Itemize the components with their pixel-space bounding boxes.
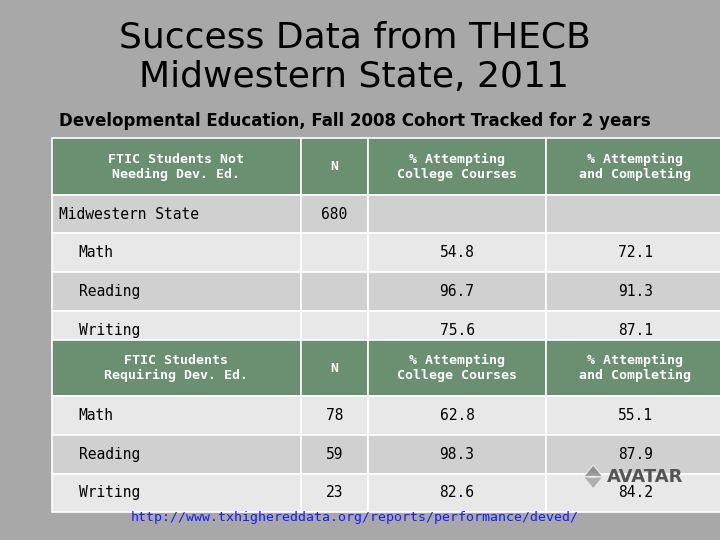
FancyBboxPatch shape [546,340,720,396]
Text: 91.3: 91.3 [618,284,653,299]
FancyBboxPatch shape [368,474,546,512]
FancyBboxPatch shape [546,272,720,311]
Text: Reading: Reading [78,447,140,462]
FancyBboxPatch shape [301,195,368,233]
FancyBboxPatch shape [546,138,720,195]
Text: 84.2: 84.2 [618,485,653,501]
Text: Math: Math [78,408,114,423]
Text: Midwestern State: Midwestern State [58,207,199,221]
FancyBboxPatch shape [52,435,301,474]
Text: Developmental Education, Fall 2008 Cohort Tracked for 2 years: Developmental Education, Fall 2008 Cohor… [58,112,650,130]
FancyBboxPatch shape [546,311,720,349]
FancyBboxPatch shape [368,396,546,435]
FancyBboxPatch shape [546,233,720,272]
FancyBboxPatch shape [546,396,720,435]
FancyBboxPatch shape [301,340,368,396]
Text: 55.1: 55.1 [618,408,653,423]
Text: % Attempting
and Completing: % Attempting and Completing [579,152,691,181]
FancyBboxPatch shape [301,272,368,311]
Polygon shape [584,477,603,489]
FancyBboxPatch shape [368,311,546,349]
Text: 54.8: 54.8 [439,245,474,260]
Text: 72.1: 72.1 [618,245,653,260]
FancyBboxPatch shape [368,138,546,195]
Text: 680: 680 [321,207,348,221]
FancyBboxPatch shape [301,474,368,512]
FancyBboxPatch shape [368,340,546,396]
Text: 23: 23 [325,485,343,501]
FancyBboxPatch shape [52,272,301,311]
Text: 87.9: 87.9 [618,447,653,462]
Text: FTIC Students Not
Needing Dev. Ed.: FTIC Students Not Needing Dev. Ed. [108,152,244,181]
Text: 82.6: 82.6 [439,485,474,501]
Text: % Attempting
College Courses: % Attempting College Courses [397,354,517,382]
Text: 75.6: 75.6 [439,323,474,338]
Text: 96.7: 96.7 [439,284,474,299]
Text: Reading: Reading [78,284,140,299]
Text: 98.3: 98.3 [439,447,474,462]
Text: N: N [330,362,338,375]
FancyBboxPatch shape [52,233,301,272]
FancyBboxPatch shape [52,396,301,435]
Polygon shape [584,465,603,477]
Text: Success Data from THECB
Midwestern State, 2011: Success Data from THECB Midwestern State… [119,20,590,93]
FancyBboxPatch shape [368,195,546,233]
FancyBboxPatch shape [52,138,301,195]
FancyBboxPatch shape [52,195,301,233]
Text: % Attempting
and Completing: % Attempting and Completing [579,354,691,382]
FancyBboxPatch shape [301,311,368,349]
FancyBboxPatch shape [368,435,546,474]
FancyBboxPatch shape [368,233,546,272]
Text: 59: 59 [325,447,343,462]
Text: AVATAR: AVATAR [607,468,683,486]
FancyBboxPatch shape [52,474,301,512]
FancyBboxPatch shape [301,435,368,474]
Text: FTIC Students
Requiring Dev. Ed.: FTIC Students Requiring Dev. Ed. [104,354,248,382]
Text: 62.8: 62.8 [439,408,474,423]
Text: N: N [330,160,338,173]
FancyBboxPatch shape [301,233,368,272]
Text: Writing: Writing [78,485,140,501]
FancyBboxPatch shape [546,435,720,474]
FancyBboxPatch shape [301,138,368,195]
FancyBboxPatch shape [301,396,368,435]
Text: Math: Math [78,245,114,260]
Text: http://www.txhighereddata.org/reports/performance/deved/: http://www.txhighereddata.org/reports/pe… [130,510,578,524]
Text: Writing: Writing [78,323,140,338]
FancyBboxPatch shape [546,195,720,233]
Text: 78: 78 [325,408,343,423]
FancyBboxPatch shape [368,272,546,311]
Text: % Attempting
College Courses: % Attempting College Courses [397,152,517,180]
FancyBboxPatch shape [52,340,301,396]
FancyBboxPatch shape [546,474,720,512]
FancyBboxPatch shape [52,311,301,349]
Text: 87.1: 87.1 [618,323,653,338]
